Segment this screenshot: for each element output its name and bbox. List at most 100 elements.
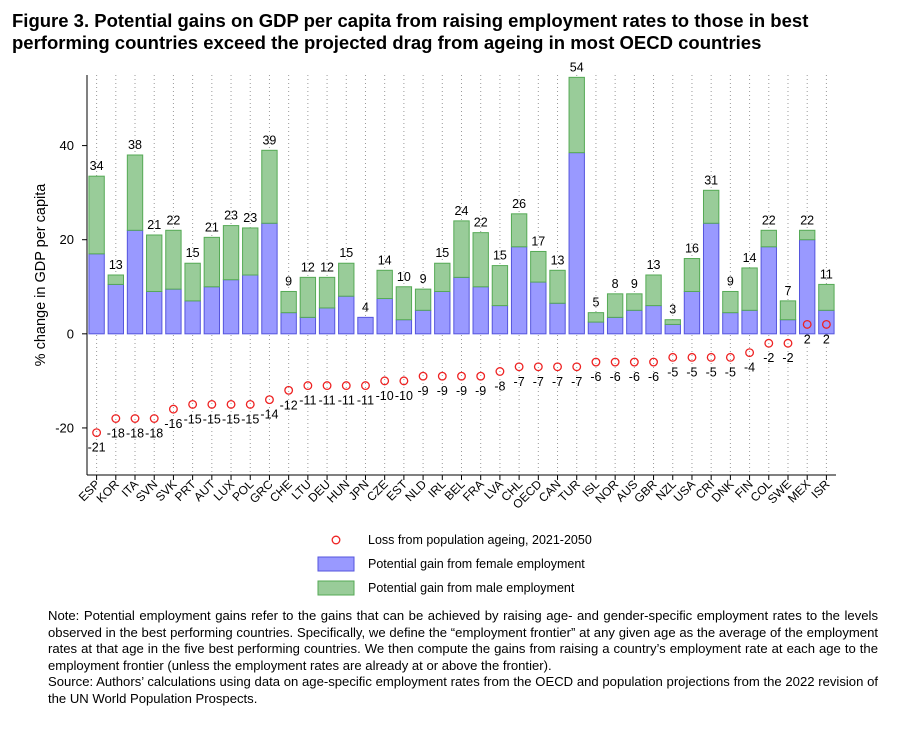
female-gain-bar (88, 253, 105, 335)
male-gain-bar (318, 276, 336, 309)
loss-label: -8 (494, 379, 505, 393)
loss-label: -6 (610, 370, 621, 384)
total-gain-label: 17 (531, 234, 545, 248)
loss-label: -10 (395, 389, 413, 403)
total-gain-label: 12 (320, 260, 334, 274)
female-gain-bar (626, 309, 643, 335)
figure-title: Figure 3. Potential gains on GDP per cap… (12, 10, 809, 53)
male-gain-bar (434, 262, 451, 292)
female-gain-bar (414, 309, 432, 335)
female-gain-bar (318, 307, 336, 335)
loss-label: -9 (437, 384, 448, 398)
female-gain-bar (126, 229, 144, 335)
category-label: KOR (94, 477, 123, 506)
total-gain-label: 38 (128, 138, 142, 152)
female-gain-bar (530, 281, 547, 335)
total-gain-label: 7 (785, 284, 792, 298)
loss-marker (226, 399, 236, 409)
male-gain-bar (165, 229, 182, 290)
loss-marker (399, 376, 409, 386)
loss-marker (514, 362, 524, 372)
male-gain-bar (491, 265, 509, 307)
total-gain-label: 8 (612, 277, 619, 291)
loss-marker (649, 357, 659, 367)
loss-label: -5 (667, 365, 678, 379)
male-gain-bar (107, 274, 124, 285)
female-gain-bar (722, 312, 739, 335)
female-gain-bar (184, 300, 201, 335)
loss-marker (725, 352, 735, 362)
total-gain-label: 26 (512, 197, 526, 211)
male-gain-bar (453, 220, 470, 278)
male-gain-bar (799, 229, 816, 241)
loss-marker (668, 352, 678, 362)
source-text: Source: Authors’ calculations using data… (48, 674, 878, 706)
female-gain-bar (242, 274, 259, 335)
total-gain-label: 5 (592, 296, 599, 310)
total-gain-label: 54 (570, 60, 584, 74)
loss-label: -9 (418, 384, 429, 398)
y-tick-label: 0 (67, 326, 74, 341)
male-gain-bar (126, 154, 144, 231)
loss-marker (168, 404, 178, 414)
male-gain-bar (146, 234, 163, 292)
total-gain-label: 31 (704, 173, 718, 187)
total-gain-label: 9 (420, 272, 427, 286)
female-gain-bar (261, 222, 278, 335)
loss-label: -7 (514, 375, 525, 389)
female-gain-bar (702, 222, 720, 335)
total-gain-label: 22 (800, 213, 814, 227)
loss-marker (476, 371, 486, 381)
loss-label: -16 (164, 417, 182, 431)
female-gain-bar (357, 316, 374, 335)
female-gain-bar (683, 290, 701, 335)
total-gain-label: 15 (186, 246, 200, 260)
loss-marker (553, 362, 562, 372)
loss-label: -7 (571, 375, 582, 389)
male-gain-bar (587, 312, 605, 323)
male-gain-bar (222, 225, 240, 281)
female-gain-bar (741, 309, 758, 335)
loss-label: -7 (552, 375, 563, 389)
loss-marker (495, 367, 505, 376)
loss-marker (284, 385, 294, 395)
loss-marker (149, 414, 159, 423)
total-gain-label: 15 (435, 246, 449, 260)
legend-label: Potential gain from female employment (368, 557, 585, 571)
male-gain-bar (779, 300, 797, 321)
female-gain-bar (664, 323, 681, 335)
male-gain-bar (242, 227, 259, 276)
loss-label: -11 (338, 394, 355, 408)
loss-label: -7 (533, 375, 544, 389)
loss-label: -5 (706, 365, 717, 379)
female-gain-bar (587, 321, 605, 335)
loss-marker (322, 381, 332, 391)
loss-label: -2 (782, 351, 793, 365)
loss-marker (303, 381, 313, 391)
total-gain-label: 13 (551, 253, 565, 267)
total-gain-label: 4 (362, 300, 369, 314)
male-gain-bar (568, 76, 585, 154)
loss-marker (92, 428, 102, 438)
y-tick-label: 20 (60, 232, 74, 247)
total-gain-label: 23 (243, 211, 257, 225)
y-tick-label: 40 (60, 138, 74, 153)
total-gain-label: 11 (820, 267, 833, 281)
male-gain-bar (203, 236, 221, 288)
female-gain-bar (453, 276, 470, 335)
female-gain-bar (645, 305, 662, 335)
total-gain-label: 39 (262, 133, 276, 147)
loss-marker (207, 399, 217, 409)
female-gain-bar (472, 286, 489, 335)
male-gain-bar (299, 276, 317, 318)
male-gain-bar (722, 290, 739, 314)
female-gain-bar (568, 152, 585, 335)
loss-label: -11 (299, 394, 316, 408)
male-gain-bar (606, 293, 624, 318)
male-gain-bar (645, 274, 662, 307)
loss-label: -6 (590, 370, 601, 384)
loss-marker (418, 371, 428, 381)
male-gain-bar (683, 258, 701, 292)
loss-label: -18 (126, 427, 144, 441)
loss-label: -21 (88, 441, 106, 455)
